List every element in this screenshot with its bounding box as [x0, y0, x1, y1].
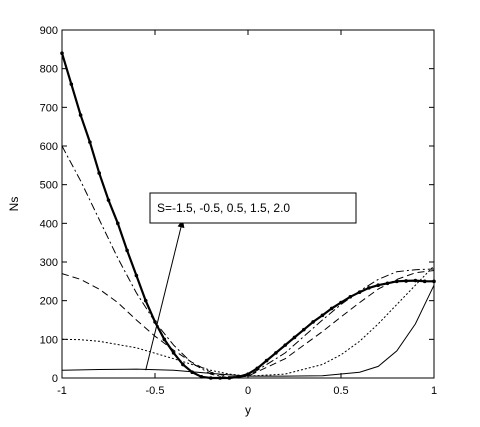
series-5-point — [357, 290, 362, 294]
series-5-point — [329, 306, 334, 311]
series-5-point — [162, 337, 167, 342]
annotation: S=-1.5, -0.5, 0.5, 1.5, 2.0 — [145, 192, 357, 371]
series-5-point — [385, 281, 390, 286]
series-5-point — [283, 343, 288, 347]
series-5-point — [125, 248, 129, 253]
series-5-point — [376, 283, 381, 288]
y-tick-label: 500 — [40, 180, 58, 192]
series-5-point — [339, 300, 343, 305]
series-5-point — [78, 113, 83, 117]
series-5-point — [395, 279, 399, 284]
series-5-point — [302, 327, 306, 332]
series-5-point — [404, 279, 408, 283]
series-5-point — [190, 370, 194, 375]
annotation-box — [149, 192, 357, 224]
series-5-point — [320, 313, 325, 318]
series-5-point — [106, 198, 111, 202]
y-tick-label: 100 — [40, 334, 58, 346]
series-5-point — [255, 366, 260, 371]
series-5-point — [69, 82, 74, 86]
series-2-line — [61, 265, 435, 377]
series-5-point — [292, 335, 297, 340]
series-5-point — [264, 358, 269, 363]
series-5-point — [246, 372, 250, 376]
series-5-point — [134, 273, 139, 278]
y-tick-label: 0 — [52, 373, 58, 385]
series-5-point — [422, 279, 427, 284]
series-1-line — [61, 284, 435, 377]
series-5-point — [413, 278, 418, 283]
y-tick-label: 700 — [40, 102, 58, 114]
annotation-arrow — [145, 219, 184, 371]
series-5-point — [116, 221, 120, 226]
series-5-point — [143, 298, 148, 303]
series-5-point — [88, 140, 92, 144]
x-tick-label: -1 — [57, 385, 67, 397]
series-5-point — [311, 320, 315, 324]
y-tick-label: 800 — [40, 64, 58, 76]
y-axis-ticks: 0 100 200 300 400 500 600 700 800 900 — [40, 25, 434, 385]
plot-frame — [61, 29, 435, 379]
y-tick-label: 600 — [40, 141, 58, 153]
y-axis-label: Ns — [7, 197, 21, 212]
series-5-point — [153, 320, 157, 324]
y-tick-label: 300 — [40, 257, 58, 269]
x-tick-label: -0.5 — [146, 385, 165, 397]
series-4-line — [61, 145, 435, 379]
y-tick-label: 200 — [40, 296, 58, 308]
series-5-point — [97, 171, 101, 175]
series-5-point — [348, 295, 353, 299]
x-tick-label: 0.5 — [333, 385, 348, 397]
y-tick-label: 900 — [40, 25, 58, 37]
series-5-point — [181, 362, 185, 367]
series-5-point — [171, 351, 176, 355]
series-5-point — [367, 286, 371, 290]
series-5-point — [274, 351, 278, 355]
x-axis-label: y — [245, 403, 251, 417]
x-tick-label: 0 — [245, 385, 251, 397]
annotation-label: S=-1.5, -0.5, 0.5, 1.5, 2.0 — [157, 201, 290, 215]
x-tick-label: 1 — [431, 385, 437, 397]
y-tick-label: 400 — [40, 218, 58, 230]
